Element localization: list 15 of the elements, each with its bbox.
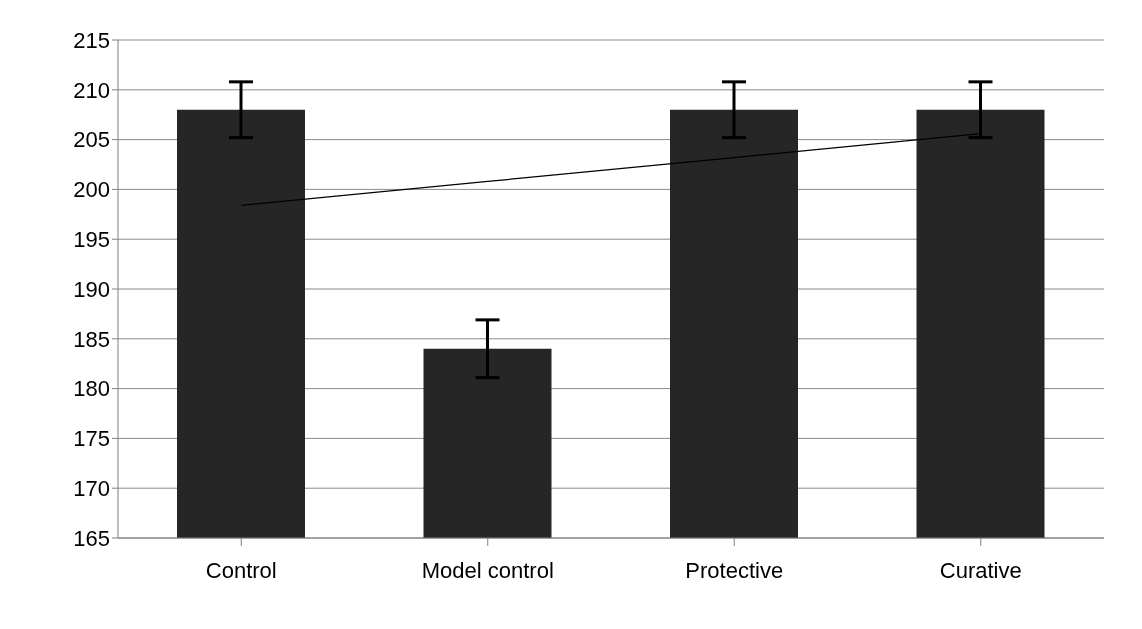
y-tick-label: 200 [73, 177, 110, 203]
x-tick-label: Protective [685, 557, 784, 583]
x-tick-label: Curative [939, 557, 1022, 583]
y-tick-label: 185 [73, 326, 110, 352]
y-tick-label: 190 [73, 276, 110, 302]
x-tick-label: Control [205, 557, 277, 583]
y-tick-label: 210 [73, 77, 110, 103]
y-tick-label: 180 [73, 376, 110, 402]
y-tick-label: 195 [73, 227, 110, 253]
y-tick-label: 170 [73, 476, 110, 502]
y-tick-label: 175 [73, 426, 110, 452]
x-tick-label: Model control [421, 557, 554, 583]
y-tick-label: 205 [73, 127, 110, 153]
y-tick-label: 165 [73, 525, 110, 551]
y-tick-label: 215 [73, 27, 110, 53]
